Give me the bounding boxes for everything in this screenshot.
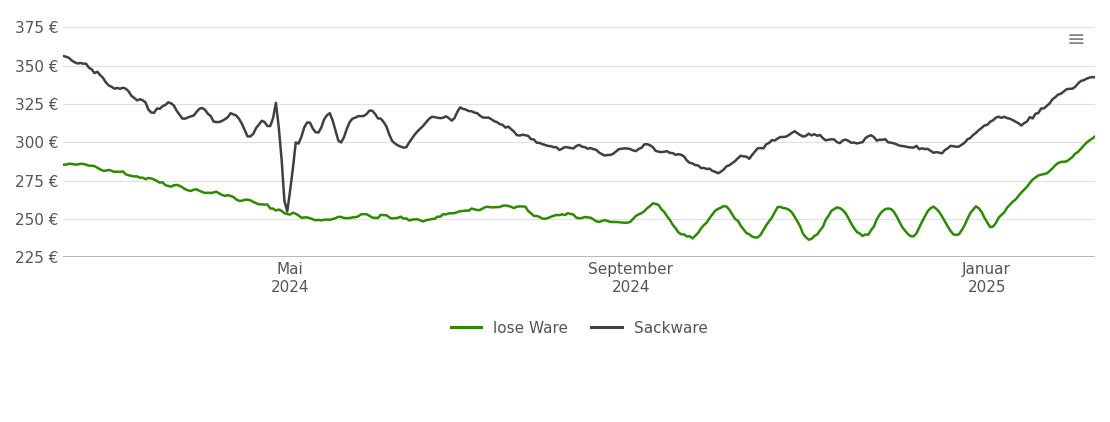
- Legend: lose Ware, Sackware: lose Ware, Sackware: [444, 315, 714, 342]
- Text: ≡: ≡: [1067, 30, 1086, 49]
